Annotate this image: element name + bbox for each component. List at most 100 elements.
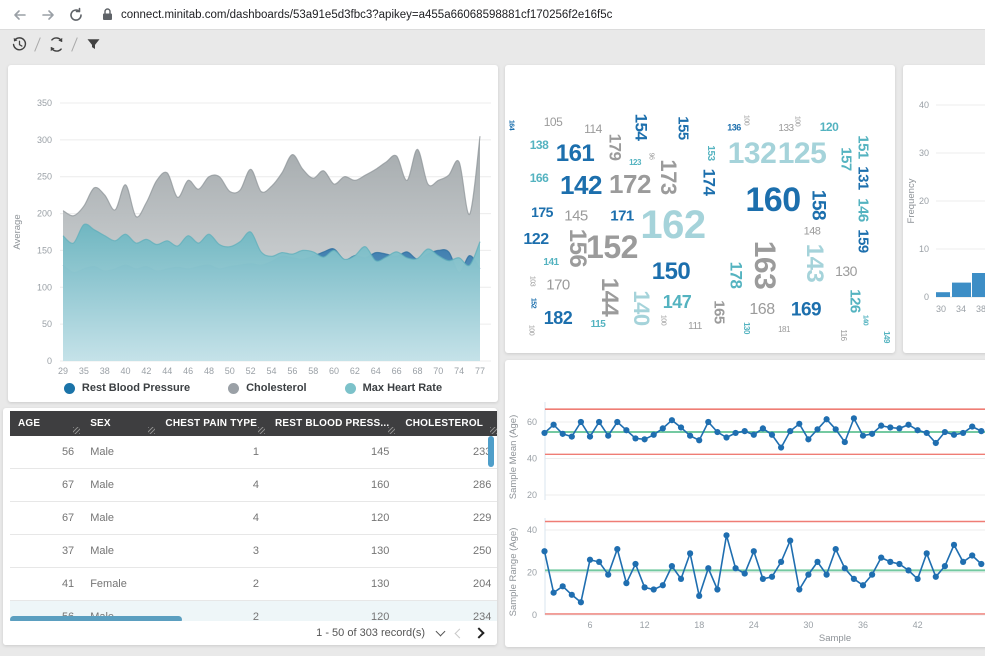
- wordcloud-word[interactable]: 178: [726, 261, 746, 289]
- legend-item[interactable]: Max Heart Rate: [344, 382, 442, 394]
- data-point[interactable]: [723, 434, 730, 441]
- data-point[interactable]: [677, 575, 685, 582]
- panel-area-chart[interactable]: 0 50 100 150 200 250 300 350 29 35 38 40 42 44 46 48 50 5…: [8, 65, 498, 402]
- data-point[interactable]: [969, 552, 976, 559]
- back-icon[interactable]: [10, 5, 30, 25]
- data-point[interactable]: [650, 431, 657, 438]
- column-header-chest-pain-type[interactable]: CHEST PAIN TYPE: [157, 411, 267, 436]
- wordcloud-word[interactable]: 123: [629, 158, 641, 167]
- wordcloud-word[interactable]: 126: [846, 289, 864, 313]
- data-point[interactable]: [577, 599, 584, 606]
- panel-data-table[interactable]: AGE SEX CHEST PAIN TYPE REST BLOOD PRESS...…: [3, 408, 497, 645]
- wordcloud-word[interactable]: 158: [807, 189, 829, 221]
- data-point[interactable]: [605, 571, 612, 578]
- data-point[interactable]: [677, 424, 685, 431]
- wordcloud-word[interactable]: 160: [745, 181, 801, 219]
- data-point[interactable]: [696, 437, 703, 444]
- data-point[interactable]: [859, 432, 867, 439]
- next-page-icon[interactable]: [473, 627, 485, 639]
- data-point[interactable]: [814, 558, 821, 565]
- data-point[interactable]: [596, 558, 603, 565]
- data-point[interactable]: [950, 541, 958, 548]
- data-point[interactable]: [750, 548, 757, 555]
- wordcloud-word[interactable]: 140: [861, 314, 869, 326]
- data-point[interactable]: [805, 571, 812, 578]
- data-point[interactable]: [659, 425, 666, 432]
- wordcloud-word[interactable]: 145: [564, 207, 588, 225]
- data-point[interactable]: [568, 591, 575, 598]
- data-point[interactable]: [896, 425, 903, 432]
- data-point[interactable]: [841, 565, 848, 572]
- wordcloud-word[interactable]: 161: [555, 140, 595, 167]
- wordcloud-word[interactable]: 172: [609, 169, 651, 199]
- wordcloud-word[interactable]: 100: [527, 324, 535, 336]
- history-icon[interactable]: [10, 35, 28, 53]
- table-row[interactable]: 37Male3130250Fa: [10, 534, 497, 568]
- wordcloud-word[interactable]: 179: [605, 133, 625, 161]
- wordcloud-word[interactable]: 142: [560, 170, 602, 200]
- table-row[interactable]: 56Male1145233Tr: [10, 436, 497, 469]
- data-point[interactable]: [923, 429, 930, 437]
- wordcloud-word[interactable]: 152: [529, 297, 537, 309]
- wordcloud-word[interactable]: 151: [854, 135, 872, 159]
- data-point[interactable]: [932, 573, 939, 580]
- data-point[interactable]: [787, 537, 794, 544]
- wordcloud-word[interactable]: 146: [854, 198, 872, 222]
- reload-icon[interactable]: [66, 5, 86, 25]
- data-point[interactable]: [950, 431, 958, 438]
- data-point[interactable]: [641, 436, 648, 443]
- data-point[interactable]: [932, 439, 939, 447]
- data-point[interactable]: [632, 560, 639, 568]
- column-header-cholesterol[interactable]: CHOLESTEROL: [397, 411, 497, 436]
- data-point[interactable]: [978, 560, 985, 568]
- data-point[interactable]: [896, 560, 903, 568]
- data-point[interactable]: [577, 418, 584, 426]
- data-point[interactable]: [905, 421, 912, 428]
- data-point[interactable]: [878, 422, 885, 429]
- data-point[interactable]: [796, 586, 803, 593]
- wordcloud-word[interactable]: 100: [659, 314, 667, 326]
- data-point[interactable]: [723, 532, 730, 539]
- data-point[interactable]: [969, 423, 976, 430]
- data-point[interactable]: [623, 580, 630, 587]
- data-point[interactable]: [623, 427, 630, 434]
- table-row[interactable]: 41Female2130204Fa: [10, 567, 497, 601]
- data-point[interactable]: [787, 428, 794, 435]
- data-point[interactable]: [805, 436, 812, 443]
- data-point[interactable]: [814, 426, 821, 433]
- data-point[interactable]: [614, 546, 621, 553]
- table-vertical-scrollbar[interactable]: [488, 436, 494, 467]
- wordcloud-word[interactable]: 114: [584, 122, 602, 136]
- data-point[interactable]: [960, 429, 967, 437]
- data-point[interactable]: [550, 421, 557, 428]
- wordcloud-word[interactable]: 156: [564, 228, 591, 268]
- data-point[interactable]: [705, 418, 712, 426]
- histogram-chart[interactable]: 0 10 20 30 40 Frequency 30 34 38: [903, 65, 985, 353]
- wordcloud-word[interactable]: 169: [790, 299, 822, 321]
- data-point[interactable]: [778, 558, 785, 565]
- data-point[interactable]: [869, 430, 876, 437]
- data-point[interactable]: [978, 428, 985, 435]
- legend-item[interactable]: Cholesterol: [228, 382, 307, 394]
- wordcloud-word[interactable]: 171: [610, 207, 634, 225]
- wordcloud-word[interactable]: 182: [543, 308, 573, 328]
- data-point[interactable]: [869, 571, 876, 578]
- wordcloud-word[interactable]: 166: [529, 171, 549, 185]
- data-point[interactable]: [923, 550, 930, 557]
- wordcloud-word[interactable]: 144: [596, 277, 623, 317]
- data-point[interactable]: [550, 589, 557, 596]
- data-point[interactable]: [586, 433, 594, 440]
- data-point[interactable]: [914, 575, 921, 582]
- data-point[interactable]: [832, 546, 839, 553]
- wordcloud-word[interactable]: 140: [629, 290, 654, 326]
- data-point[interactable]: [850, 575, 857, 582]
- data-point[interactable]: [941, 428, 948, 436]
- data-point[interactable]: [732, 565, 739, 572]
- data-point[interactable]: [659, 582, 666, 589]
- panel-histogram[interactable]: 0 10 20 30 40 Frequency 30 34 38: [903, 65, 985, 353]
- wordcloud-word[interactable]: 143: [801, 243, 828, 283]
- data-point[interactable]: [759, 575, 766, 582]
- wordcloud-word[interactable]: 148: [803, 225, 821, 238]
- wordcloud-word[interactable]: 153: [705, 145, 716, 161]
- data-point[interactable]: [750, 431, 757, 438]
